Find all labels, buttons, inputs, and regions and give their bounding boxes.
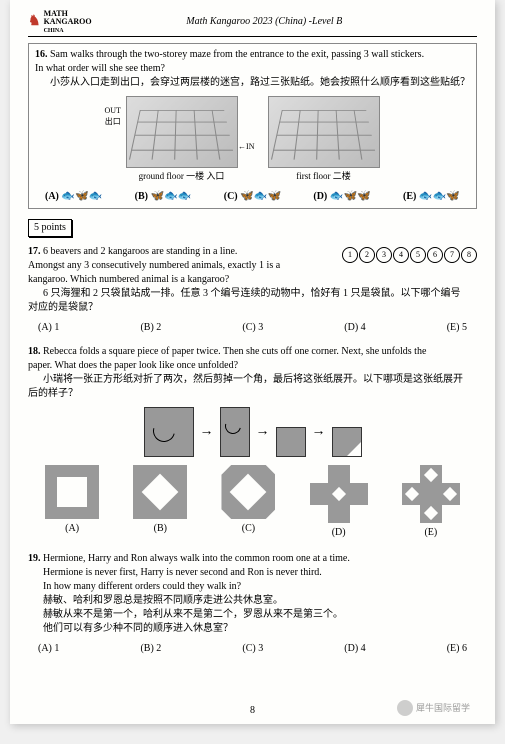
fold-step1 [144,407,194,457]
q18-en2: paper. What does the paper look like onc… [28,359,477,373]
maze2-label: first floor 二楼 [268,170,380,183]
q19-en1: Hermione, Harry and Ron always walk into… [43,553,350,564]
q17-en1: 6 beavers and 2 kangaroos are standing i… [43,246,237,257]
q18-ans-e: (E) [402,465,460,540]
q17-cn1: 6 只海狸和 2 只袋鼠站成一排。任意 3 个编号连续的动物中，恰好有 1 只是… [28,287,477,301]
circle-4: 4 [393,247,409,263]
header-title: Math Kangaroo 2023 (China) -Level B [186,15,342,29]
q17-ans-d: (D) 4 [344,321,365,335]
watermark: 犀牛国际留学 [397,700,470,716]
fish-icon: 🐟🐟🦋 [419,189,460,204]
q17-ans-e: (E) 5 [447,321,467,335]
q16-en2: In what order will she see them? [35,62,470,76]
q19-en2: Hermione is never first, Harry is never … [28,566,477,580]
q19-en3: In how many different orders could they … [28,580,477,594]
watermark-icon [397,700,413,716]
maze-diagram: OUT出口 ←IN ground floor 一楼 入口 first floor… [35,96,470,183]
arrow-icon: → [200,422,214,442]
question-18: 18. Rebecca folds a square piece of pape… [28,341,477,548]
q16-ans-a: (A) 🐟🦋🐟 [45,189,102,204]
q19-cn2: 赫敏从来不是第一个，哈利从来不是第二个，罗恩从来不是第三个。 [28,608,477,622]
q17-num: 17. [28,246,41,257]
q17-cn2: 对应的是袋鼠？ [28,301,477,315]
q18-cn1: 小瑞将一张正方形纸对折了两次，然后剪掉一个角，最后将这张纸展开。以下哪项是这张纸… [28,373,477,387]
q19-ans-a: (A) 1 [38,642,59,656]
q17-en3: kangaroo. Which numbered animal is a kan… [28,273,477,287]
fish-icon: 🐟🦋🦋 [330,189,371,204]
logo-text: MATHKANGAROOCHINA [44,10,92,34]
circle-7: 7 [444,247,460,263]
fold-step2 [220,407,250,457]
question-19: 19. Hermione, Harry and Ron always walk … [28,548,477,662]
q19-num: 19. [28,553,41,564]
circle-8: 8 [461,247,477,263]
circle-row: 12345678 [341,247,477,263]
q16-ans-b: (B) 🦋🐟🐟 [135,189,192,204]
points-box: 5 points [28,219,72,237]
circle-1: 1 [342,247,358,263]
out-label: OUT出口 [105,105,121,127]
q18-ans-d: (D) [310,465,368,540]
q17-ans-b: (B) 2 [140,321,161,335]
q18-ans-a: (A) [45,465,99,540]
fold-diagram: → → → [28,407,477,457]
fold-step3 [276,427,306,457]
maze-first-floor [268,96,380,168]
circle-2: 2 [359,247,375,263]
arrow-icon: → [312,422,326,442]
logo: ♞ MATHKANGAROOCHINA [28,10,92,34]
q18-ans-b: (B) [133,465,187,540]
q16-ans-c: (C) 🦋🐟🦋 [224,189,281,204]
fish-icon: 🐟🦋🐟 [61,189,102,204]
q19-ans-b: (B) 2 [140,642,161,656]
q16-ans-d: (D) 🐟🦋🦋 [313,189,370,204]
shape-answers: (A) (B) (C) (D) (E) [28,465,477,540]
page-header: ♞ MATHKANGAROOCHINA Math Kangaroo 2023 (… [28,10,477,37]
maze1-label: ground floor 一楼 入口 [126,170,238,183]
in-label: ←IN [238,141,254,152]
q18-num: 18. [28,346,41,357]
q19-cn1: 赫敏、哈利和罗恩总是按照不同顺序走进公共休息室。 [28,594,477,608]
q19-ans-d: (D) 4 [344,642,365,656]
q17-ans-c: (C) 3 [242,321,263,335]
question-16: 16. Sam walks through the two-storey maz… [28,43,477,209]
q17-answers: (A) 1 (B) 2 (C) 3 (D) 4 (E) 5 [28,321,477,335]
question-17: 12345678 17. 6 beavers and 2 kangaroos a… [28,241,477,341]
q18-en1: Rebecca folds a square piece of paper tw… [43,346,426,357]
q19-ans-e: (E) 6 [447,642,467,656]
fold-step4 [332,427,362,457]
q16-answers: (A) 🐟🦋🐟 (B) 🦋🐟🐟 (C) 🦋🐟🦋 (D) 🐟🦋🦋 (E) 🐟🐟🦋 [35,189,470,204]
circle-6: 6 [427,247,443,263]
q16-ans-e: (E) 🐟🐟🦋 [403,189,460,204]
arrow-icon: → [256,422,270,442]
page-number: 8 [250,704,255,718]
q16-cn: 小莎从入口走到出口，会穿过两层楼的迷宫，路过三张贴纸。她会按照什么顺序看到这些贴… [35,76,470,90]
q16-en1: Sam walks through the two-storey maze fr… [50,49,424,60]
fish-icon: 🦋🐟🐟 [150,189,191,204]
q18-ans-c: (C) [221,465,275,540]
q17-ans-a: (A) 1 [38,321,59,335]
q19-ans-c: (C) 3 [242,642,263,656]
maze-ground-floor: OUT出口 ←IN [126,96,238,168]
q19-answers: (A) 1 (B) 2 (C) 3 (D) 4 (E) 6 [28,642,477,656]
circle-5: 5 [410,247,426,263]
kangaroo-icon: ♞ [28,12,41,32]
circle-3: 3 [376,247,392,263]
q19-cn3: 他们可以有多少种不同的顺序进入休息室？ [28,622,477,636]
q16-num: 16. [35,49,48,60]
q18-cn2: 后的样子？ [28,387,477,401]
fish-icon: 🦋🐟🦋 [240,189,281,204]
